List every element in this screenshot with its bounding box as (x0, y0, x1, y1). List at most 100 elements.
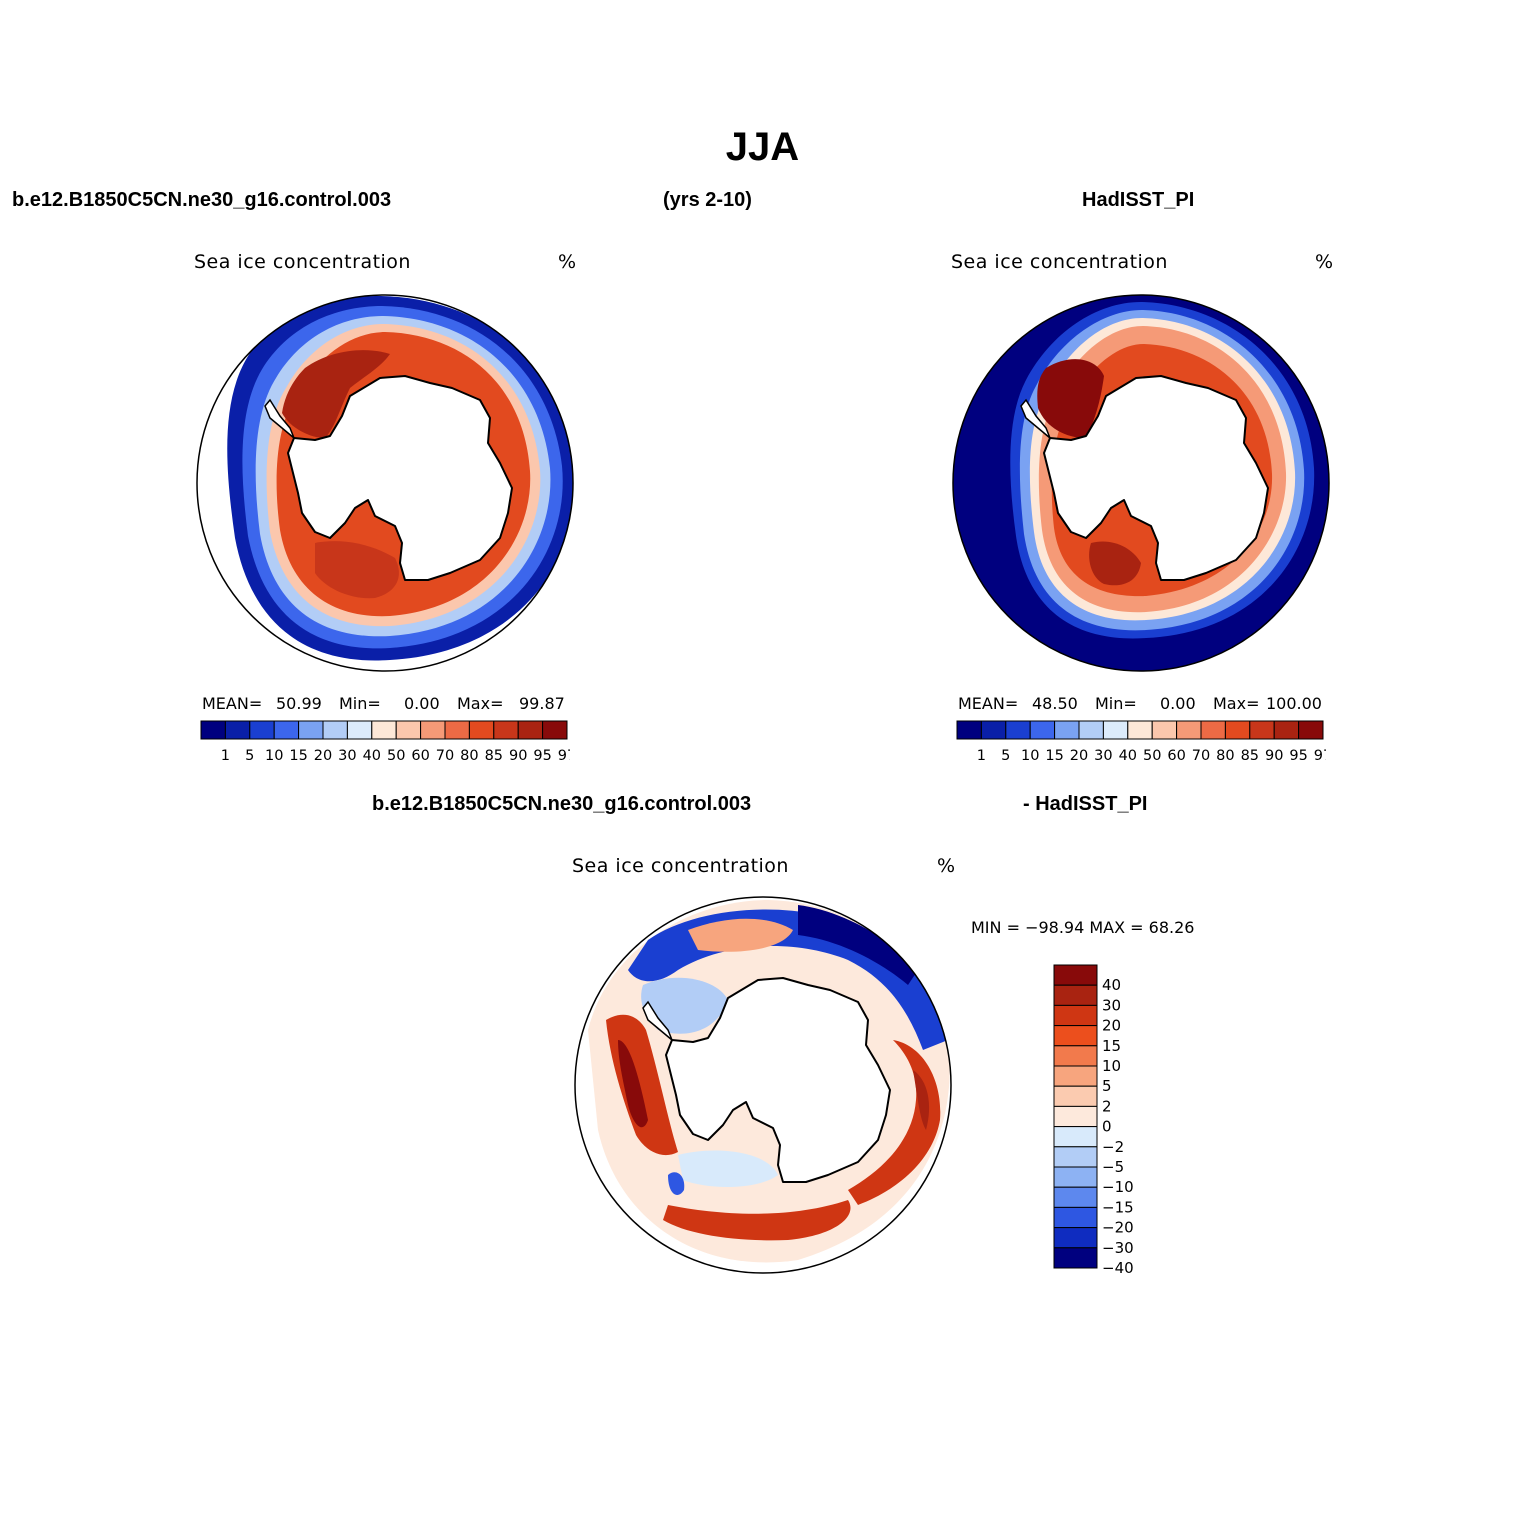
diff-colorbar-tick-1: 30 (1102, 996, 1121, 1014)
diff-colorbar-swatch-11 (1053, 1186, 1098, 1208)
model-max-label: Max= (457, 694, 504, 713)
model-colorbar-tick-1: 5 (245, 748, 254, 764)
diff-colorbar-tick-9: −5 (1102, 1158, 1124, 1176)
model-colorbar-swatch-1 (224, 720, 251, 740)
diff-colorbar-swatch-8 (1053, 1126, 1098, 1148)
model-colorbar-swatch-5 (322, 720, 348, 740)
obs-panel-units: % (1315, 251, 1334, 273)
diff-colorbar-tick-5: 5 (1102, 1077, 1112, 1095)
obs-colorbar: 15 10 15 20 30 40 50 60 70 80 85 90 95 97 (956, 720, 1326, 764)
obs-colorbar-tick-5: 30 (1094, 748, 1112, 764)
model-colorbar: 15 10 15 20 30 40 50 60 70 80 85 90 95 97 (200, 720, 570, 764)
obs-colorbar-swatch-3 (1029, 720, 1056, 740)
diff-panel-units: % (937, 855, 956, 877)
diff-minmax-text: MIN = −98.94 MAX = 68.26 (971, 918, 1195, 937)
model-panel-units: % (558, 251, 577, 273)
diff-colorbar-swatch-2 (1053, 1004, 1098, 1027)
obs-colorbar-tick-4: 20 (1070, 748, 1088, 764)
obs-colorbar-swatch-13 (1273, 720, 1300, 740)
diff-colorbar-swatch-3 (1053, 1025, 1098, 1047)
model-colorbar-swatch-9 (420, 720, 446, 740)
model-colorbar-tick-3: 15 (289, 748, 307, 764)
diff-colorbar-swatch-12 (1053, 1206, 1098, 1229)
model-colorbar-tick-4: 20 (314, 748, 332, 764)
model-colorbar-swatch-8 (395, 720, 422, 740)
obs-colorbar-tick-9: 70 (1192, 748, 1210, 764)
model-colorbar-swatch-0 (200, 720, 226, 740)
obs-colorbar-tick-8: 60 (1167, 748, 1185, 764)
diff-colorbar-tick-3: 15 (1102, 1037, 1121, 1055)
diff-colorbar-tick-0: 40 (1102, 976, 1121, 994)
diff-panel-title: Sea ice concentration (572, 855, 789, 877)
model-colorbar-tick-5: 30 (338, 748, 356, 764)
obs-colorbar-tick-0: 1 (977, 748, 986, 764)
obs-colorbar-swatch-0 (956, 720, 982, 740)
model-colorbar-swatch-13 (517, 720, 544, 740)
diff-polar-map (574, 896, 952, 1274)
model-colorbar-tick-6: 40 (363, 748, 381, 764)
model-mean-value: 50.99 (276, 694, 322, 713)
model-colorbar-swatch-7 (371, 720, 397, 740)
figure-title: JJA (725, 125, 800, 169)
diff-colorbar-swatch-0 (1053, 964, 1098, 986)
obs-max-value: 100.00 (1266, 694, 1322, 713)
model-polar-map (196, 294, 574, 672)
obs-colorbar-swatch-4 (1054, 720, 1080, 740)
obs-colorbar-swatch-14 (1298, 720, 1324, 740)
obs-max-label: Max= (1213, 694, 1260, 713)
diff-colorbar-tick-7: 0 (1102, 1118, 1112, 1136)
years-header: (yrs 2-10) (663, 189, 752, 211)
diff-colorbar-tick-14: −40 (1102, 1259, 1134, 1274)
diff-colorbar-swatch-4 (1053, 1045, 1098, 1067)
obs-header: HadISST_PI (1082, 189, 1195, 211)
diff-colorbar-swatch-13 (1053, 1227, 1098, 1249)
diff-colorbar-swatch-6 (1053, 1085, 1098, 1107)
obs-colorbar-tick-1: 5 (1001, 748, 1010, 764)
model-colorbar-swatch-2 (249, 720, 275, 740)
obs-colorbar-tick-13: 95 (1289, 748, 1307, 764)
obs-colorbar-swatch-6 (1102, 720, 1129, 740)
model-colorbar-swatch-14 (542, 720, 568, 740)
model-mean-label: MEAN= (202, 694, 263, 713)
obs-colorbar-swatch-5 (1078, 720, 1104, 740)
model-colorbar-tick-11: 85 (485, 748, 503, 764)
diff-colorbar-swatch-9 (1053, 1146, 1098, 1168)
obs-colorbar-swatch-12 (1249, 720, 1275, 740)
model-colorbar-tick-2: 10 (265, 748, 283, 764)
obs-colorbar-swatch-9 (1176, 720, 1202, 740)
model-colorbar-tick-9: 70 (436, 748, 454, 764)
model-max-value: 99.87 (519, 694, 565, 713)
diff-colorbar-tick-13: −30 (1102, 1239, 1134, 1257)
diff-header-right: - HadISST_PI (1023, 793, 1148, 815)
model-colorbar-swatch-12 (493, 720, 519, 740)
diff-colorbar-swatch-7 (1053, 1105, 1098, 1128)
diff-colorbar-tick-11: −15 (1102, 1198, 1134, 1216)
obs-mean-label: MEAN= (958, 694, 1019, 713)
obs-min-value: 0.00 (1160, 694, 1196, 713)
obs-colorbar-tick-6: 40 (1119, 748, 1137, 764)
model-colorbar-swatch-3 (273, 720, 300, 740)
obs-colorbar-tick-2: 10 (1021, 748, 1039, 764)
obs-colorbar-swatch-10 (1200, 720, 1226, 740)
model-colorbar-tick-10: 80 (460, 748, 478, 764)
model-min-label: Min= (339, 694, 381, 713)
obs-colorbar-tick-7: 50 (1143, 748, 1161, 764)
model-colorbar-swatch-10 (444, 720, 470, 740)
obs-colorbar-swatch-11 (1224, 720, 1251, 740)
obs-colorbar-swatch-8 (1151, 720, 1178, 740)
model-colorbar-tick-12: 90 (509, 748, 527, 764)
model-colorbar-tick-8: 60 (411, 748, 429, 764)
model-panel-title: Sea ice concentration (194, 251, 411, 273)
model-colorbar-tick-0: 1 (221, 748, 230, 764)
diff-colorbar-tick-6: 2 (1102, 1097, 1112, 1115)
obs-colorbar-swatch-2 (1005, 720, 1031, 740)
diff-colorbar-tick-8: −2 (1102, 1138, 1124, 1156)
obs-colorbar-swatch-1 (980, 720, 1007, 740)
model-colorbar-tick-7: 50 (387, 748, 405, 764)
diff-colorbar-swatch-14 (1053, 1247, 1098, 1269)
model-colorbar-swatch-6 (346, 720, 373, 740)
obs-min-label: Min= (1095, 694, 1137, 713)
obs-colorbar-tick-10: 80 (1216, 748, 1234, 764)
model-colorbar-swatch-4 (298, 720, 324, 740)
